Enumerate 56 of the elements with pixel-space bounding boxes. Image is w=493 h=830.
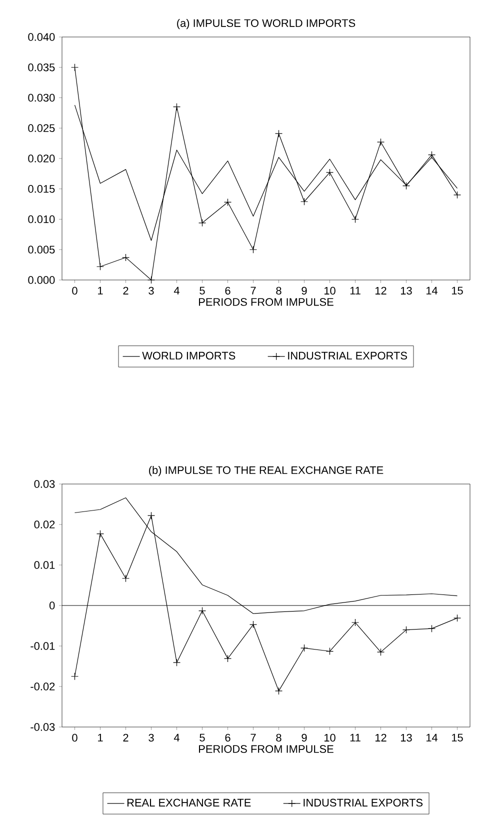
y-tick-label: -0.01 [30, 642, 55, 650]
x-tick-label: 7 [250, 286, 256, 294]
x-tick-label: 13 [400, 286, 412, 295]
x-tick-label: 3 [148, 734, 154, 742]
x-axis-title: PERIODS FROM IMPULSE [199, 745, 334, 753]
legend-label: WORLD IMPORTS [142, 352, 236, 360]
x-tick-label: 6 [225, 286, 230, 295]
chart-title: (b) IMPULSE TO THE REAL EXCHANGE RATE [149, 466, 384, 476]
x-tick-label: 11 [350, 734, 360, 742]
x-tick-label: 3 [148, 286, 154, 295]
y-tick-label: 0.015 [28, 185, 55, 193]
x-tick-label: 1 [98, 734, 103, 742]
y-tick-label: 0.040 [28, 33, 55, 41]
x-tick-label: 2 [123, 734, 128, 742]
x-tick-label: 8 [276, 286, 282, 295]
x-tick-label: 7 [250, 734, 256, 742]
x-tick-label: 10 [324, 734, 336, 742]
y-tick-label: 0.02 [34, 520, 55, 528]
x-tick-label: 11 [350, 286, 360, 294]
y-tick-label: 0.020 [28, 154, 55, 162]
y-tick-label: -0.02 [30, 682, 55, 690]
legend-label: INDUSTRIAL EXPORTS [288, 352, 407, 360]
x-tick-label: 14 [426, 286, 438, 294]
y-tick-label: 0.005 [28, 246, 55, 254]
x-tick-label: 12 [375, 734, 386, 742]
legend-label: REAL EXCHANGE RATE [127, 798, 251, 807]
x-tick-label: 5 [200, 286, 205, 294]
x-tick-label: 9 [302, 734, 307, 742]
x-tick-label: 15 [452, 286, 463, 294]
x-tick-label: 8 [276, 734, 282, 742]
y-tick-label: 0.010 [28, 215, 55, 224]
x-tick-label: 10 [324, 286, 336, 295]
y-tick-label: 0.000 [28, 276, 55, 284]
x-tick-label: 12 [375, 286, 386, 294]
x-tick-label: 0 [72, 734, 78, 742]
y-tick-label: 0.025 [28, 124, 55, 132]
y-tick-label: 0 [49, 602, 55, 610]
x-tick-label: 6 [225, 734, 230, 742]
x-tick-label: 1 [98, 286, 103, 294]
x-tick-label: 5 [200, 734, 205, 742]
legend-label: INDUSTRIAL EXPORTS [304, 798, 423, 807]
x-tick-label: 13 [400, 734, 412, 742]
chart-title: (a) IMPULSE TO WORLD IMPORTS [177, 18, 356, 30]
x-tick-label: 9 [302, 286, 307, 295]
y-tick-label: 0.030 [28, 94, 55, 102]
y-tick-label: 0.035 [28, 64, 55, 72]
y-tick-label: 0.01 [34, 561, 55, 569]
x-tick-label: 2 [123, 286, 128, 294]
x-tick-label: 4 [174, 286, 180, 294]
y-tick-label: -0.03 [30, 723, 55, 731]
x-tick-label: 0 [72, 286, 78, 295]
x-axis-title: PERIODS FROM IMPULSE [199, 298, 334, 306]
x-tick-label: 14 [426, 734, 438, 742]
x-tick-label: 15 [452, 734, 463, 742]
y-tick-label: 0.03 [34, 480, 55, 488]
x-tick-label: 4 [174, 734, 180, 742]
